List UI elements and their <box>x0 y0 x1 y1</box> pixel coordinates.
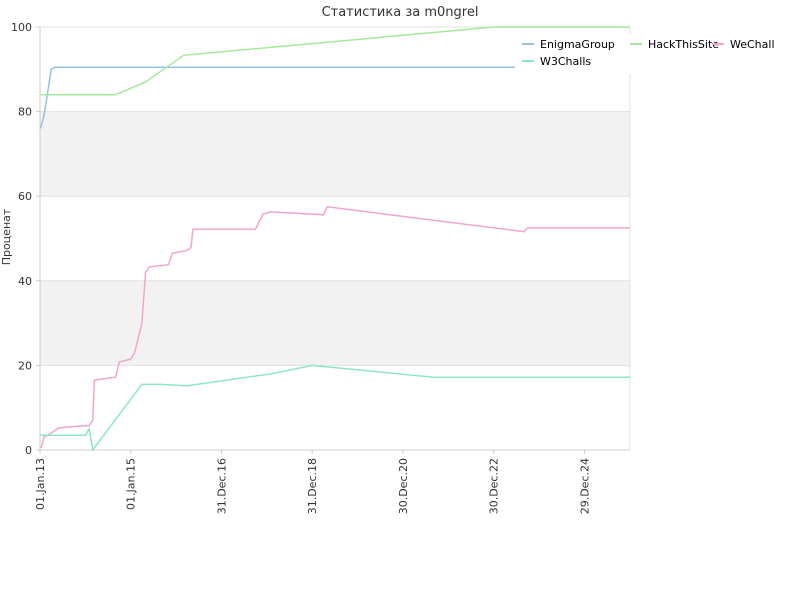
series-line-enigmagroup <box>39 66 517 129</box>
legend-label: WeChall <box>730 38 775 51</box>
legend-label: EnigmaGroup <box>540 38 615 51</box>
y-tick-label: 60 <box>18 190 32 203</box>
series-lines <box>39 26 630 452</box>
x-tick-label: 01.Jan.15 <box>125 458 138 510</box>
grid-bands <box>40 111 630 366</box>
series-line-w3challs <box>40 364 630 452</box>
grid-lines <box>40 26 630 451</box>
y-tick-label: 80 <box>18 106 32 119</box>
x-tick-label: 31.Dec.16 <box>215 458 228 514</box>
legend-label: W3Challs <box>540 55 591 68</box>
y-tick-label: 20 <box>18 359 32 372</box>
x-tick-label: 01.Jan.13 <box>34 458 47 510</box>
x-tick-label: 31.Dec.18 <box>306 458 319 514</box>
axes <box>39 27 631 451</box>
x-tick-label: 29.Dec.24 <box>578 458 591 514</box>
y-tick-labels: 0 20 40 60 80 100 <box>11 21 40 457</box>
series-line-hackthissite <box>40 26 630 96</box>
grid-band <box>40 280 630 366</box>
x-tick-label: 30.Dec.20 <box>397 458 410 514</box>
chart-title: Статистика за m0ngrel <box>322 5 479 20</box>
y-tick-label: 100 <box>11 21 32 34</box>
y-axis-label: Проценат <box>0 208 13 265</box>
x-tick-label: 30.Dec.22 <box>488 458 501 514</box>
legend-label: HackThisSite <box>648 38 719 51</box>
grid-band <box>40 111 630 197</box>
legend-background <box>515 34 787 74</box>
legend: EnigmaGroup HackThisSite WeChall W3Challs <box>522 38 775 68</box>
y-tick-label: 40 <box>18 275 32 288</box>
y-tick-label: 0 <box>25 444 32 457</box>
x-tick-labels: 01.Jan.13 01.Jan.15 31.Dec.16 31.Dec.18 30.D… <box>34 450 591 514</box>
series-line-wechall <box>40 205 630 449</box>
